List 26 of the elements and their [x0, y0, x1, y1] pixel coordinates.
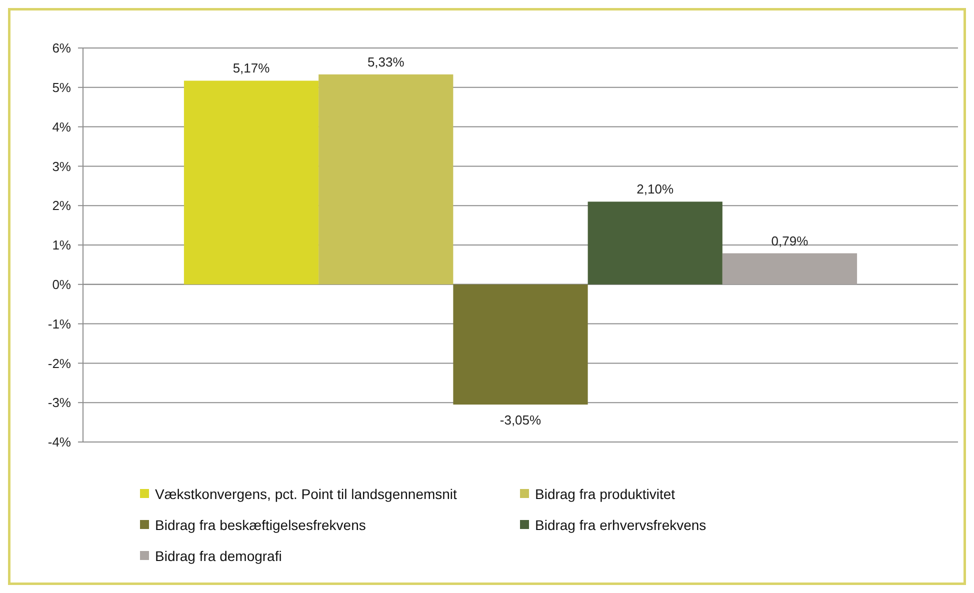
bar — [588, 202, 722, 284]
bar — [722, 253, 858, 284]
data-label: -3,05% — [500, 412, 542, 428]
data-label: 5,17% — [232, 60, 270, 76]
data-label: 0,79% — [771, 233, 809, 248]
y-tick-label: 2% — [52, 198, 72, 214]
legend-label: Bidrag fra beskæftigelsesfrekvens — [155, 516, 366, 533]
y-tick-label: 3% — [52, 158, 72, 174]
y-tick-label: 0% — [52, 276, 72, 292]
y-tick-label: 5% — [52, 80, 72, 95]
legend-label: Bidrag fra erhvervsfrekvens — [535, 516, 706, 533]
bar — [318, 74, 454, 284]
legend-label: Vækstkonvergens, pct. Point til landsgennemsnit — [155, 486, 458, 502]
y-tick-label: 1% — [52, 238, 72, 253]
y-tick-label: 6% — [52, 40, 72, 56]
y-tick-label: -4% — [48, 434, 72, 450]
legend-label: Bidrag fra demografi — [155, 548, 282, 564]
y-tick-label: -1% — [48, 316, 72, 332]
bar — [453, 284, 588, 405]
y-tick-label: -3% — [48, 395, 72, 410]
legend-label: Bidrag fra produktivitet — [535, 486, 676, 502]
y-tick-label: 4% — [52, 119, 72, 134]
bar — [184, 80, 319, 284]
data-label: 2,10% — [636, 182, 674, 197]
data-label: 5,33% — [367, 54, 405, 70]
y-tick-label: -2% — [48, 356, 72, 371]
